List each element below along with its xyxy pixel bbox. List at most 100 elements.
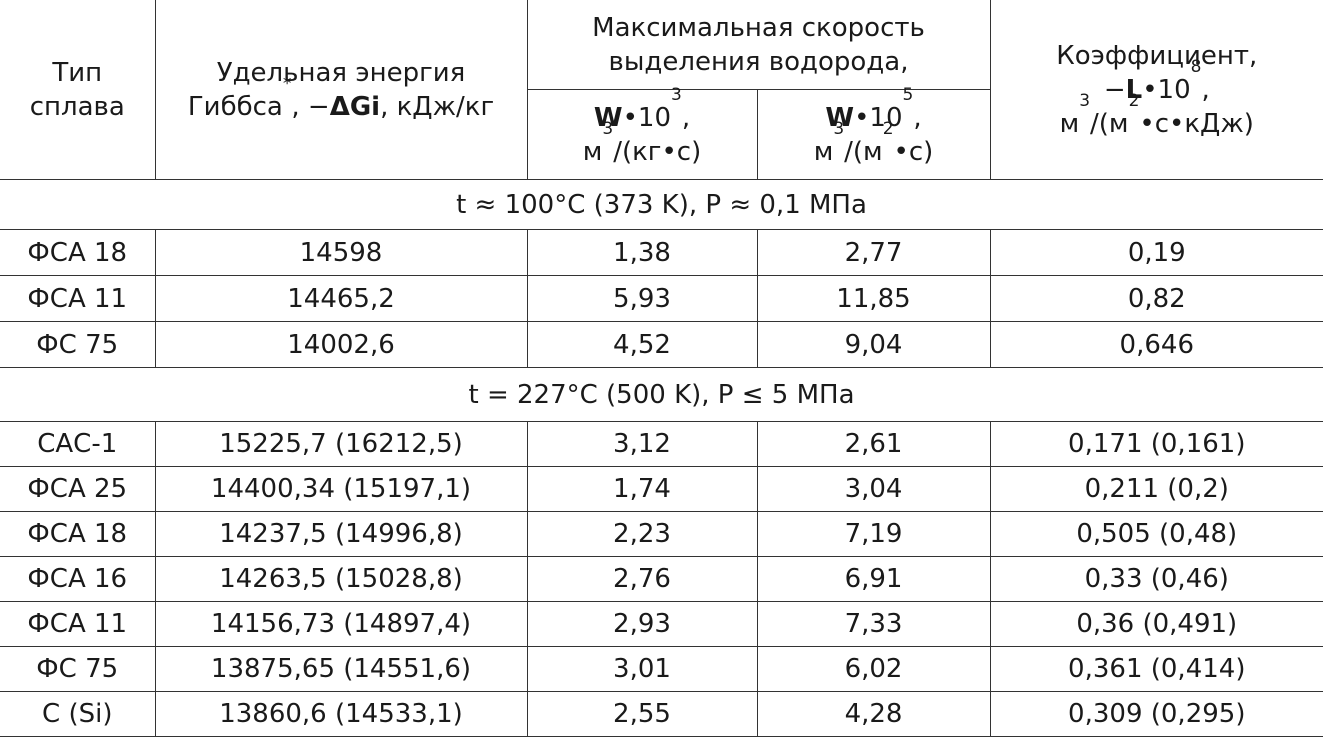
header-text: , −: [291, 91, 330, 122]
cell: 15225,7 (16212,5): [154, 421, 528, 467]
header-text: выделения водорода,: [608, 46, 909, 77]
cell: ФС 75: [0, 646, 156, 692]
cell: 2,61: [756, 421, 991, 467]
superscript: *: [282, 73, 292, 94]
data-row: ФСА 11 14465,2 5,93 11,85 0,82: [0, 275, 1323, 322]
superscript: 3: [1079, 90, 1091, 111]
header-text: м: [813, 136, 834, 167]
header-cell: Коэффициент, −L•108, м3/(м2•с•кДж): [989, 0, 1323, 180]
header-text: сплава: [29, 91, 125, 122]
header-cell: Удельная энергия Гиббса*, −ΔGi, кДж/кг: [154, 0, 528, 180]
cell: 2,76: [526, 556, 758, 602]
header-line: Удельная энергия: [156, 56, 527, 90]
header-text: Максимальная скорость: [592, 12, 925, 43]
cell: ФСА 11: [0, 601, 156, 647]
cell: ФСА 25: [0, 466, 156, 512]
cell: 0,171 (0,161): [989, 421, 1323, 467]
header-text: , кДж/кг: [380, 91, 495, 122]
cell: 14263,5 (15028,8): [154, 556, 528, 602]
cell: 0,211 (0,2): [989, 466, 1323, 512]
cell: 3,04: [756, 466, 991, 512]
header-row: W•103, м3/(кг•с) W•105, м3/(м2•с): [0, 86, 1323, 180]
cell: С (Si): [0, 691, 156, 737]
cell: 13860,6 (14533,1): [154, 691, 528, 737]
cell: 14598: [154, 229, 528, 276]
section-title: t = 227°C (500 K), P ≤ 5 МПа: [0, 367, 1323, 422]
header-text: /(м: [844, 136, 883, 167]
bold-symbol: L: [1125, 74, 1143, 105]
header-line: Максимальная скорость: [528, 11, 990, 45]
cell: 0,646: [989, 321, 1323, 368]
header-line: W•103,: [528, 86, 757, 135]
header-text: /(м: [1090, 108, 1129, 139]
cell: 0,505 (0,48): [989, 511, 1323, 557]
cell: 0,309 (0,295): [989, 691, 1323, 737]
superscript: 3: [833, 118, 845, 139]
cell: ФСА 11: [0, 275, 156, 322]
header-text: ,: [913, 102, 922, 133]
header-text: −: [1103, 74, 1126, 105]
header-line: −L•108,: [991, 58, 1323, 107]
cell: 14400,34 (15197,1): [154, 466, 528, 512]
header-text: •с•кДж): [1139, 108, 1254, 139]
cell: 14237,5 (14996,8): [154, 511, 528, 557]
cell: 4,28: [756, 691, 991, 737]
cell: 0,19: [989, 229, 1323, 276]
header-line: W•105,: [758, 86, 990, 135]
header-line: выделения водорода,: [528, 45, 990, 79]
cell: 14465,2: [154, 275, 528, 322]
data-row: ФСА 18 14237,5 (14996,8) 2,23 7,19 0,505 (0,…: [0, 511, 1323, 557]
superscript: 3: [602, 118, 614, 139]
header-text: Удельная энергия: [216, 57, 466, 88]
cell: 2,93: [526, 601, 758, 647]
header-text: м: [1059, 108, 1080, 139]
data-row: ФС 75 13875,65 (14551,6) 3,01 6,02 0,361 (0,…: [0, 646, 1323, 692]
header-cell: W•103, м3/(кг•с): [527, 86, 758, 180]
section-title: t ≈ 100°C (373 K), P ≈ 0,1 МПа: [0, 179, 1323, 230]
header-line: м3/(м2•с•кДж): [991, 92, 1323, 141]
superscript: 2: [1128, 90, 1140, 111]
header-text: /(кг•с): [613, 136, 702, 167]
cell: ФС 75: [0, 321, 156, 368]
data-row: ФСА 18 14598 1,38 2,77 0,19: [0, 229, 1323, 276]
data-row: ФСА 11 14156,73 (14897,4) 2,93 7,33 0,36 (0,…: [0, 601, 1323, 647]
cell: 3,12: [526, 421, 758, 467]
bold-symbol: ΔGi: [329, 91, 381, 122]
cell: 14156,73 (14897,4): [154, 601, 528, 647]
header-text: •10: [1142, 74, 1191, 105]
cell: 0,33 (0,46): [989, 556, 1323, 602]
cell: 2,77: [756, 229, 991, 276]
cell: 9,04: [756, 321, 991, 368]
cell: 6,91: [756, 556, 991, 602]
bold-symbol: W: [825, 102, 855, 133]
superscript: 3: [671, 84, 682, 105]
header-line: м3/(м2•с): [758, 120, 990, 169]
data-row: ФС 75 14002,6 4,52 9,04 0,646: [0, 321, 1323, 368]
cell: 6,02: [756, 646, 991, 692]
header-text: •с): [893, 136, 934, 167]
header-line: Тип: [0, 56, 155, 90]
cell: ФСА 18: [0, 511, 156, 557]
header-text: Тип: [52, 57, 103, 88]
header-text: •10: [854, 102, 903, 133]
cell: САС-1: [0, 421, 156, 467]
bold-symbol: W: [593, 102, 623, 133]
cell: 2,55: [526, 691, 758, 737]
data-row: ФСА 25 14400,34 (15197,1) 1,74 3,04 0,211 (0…: [0, 466, 1323, 512]
cell: 7,19: [756, 511, 991, 557]
cell: 1,38: [526, 229, 758, 276]
header-text: Коэффициент,: [1056, 40, 1258, 71]
header-cell: W•105, м3/(м2•с): [756, 86, 991, 180]
header-line: сплава: [0, 90, 155, 124]
header-line: Коэффициент,: [991, 39, 1323, 73]
header-line: м3/(кг•с): [528, 120, 757, 169]
header-text: м: [582, 136, 603, 167]
header-cell: Максимальная скорость выделения водорода,: [526, 0, 991, 90]
cell: 4,52: [526, 321, 758, 368]
superscript: 5: [902, 84, 914, 105]
cell: 0,36 (0,491): [989, 601, 1323, 647]
cell: 14002,6: [154, 321, 528, 368]
cell: 3,01: [526, 646, 758, 692]
